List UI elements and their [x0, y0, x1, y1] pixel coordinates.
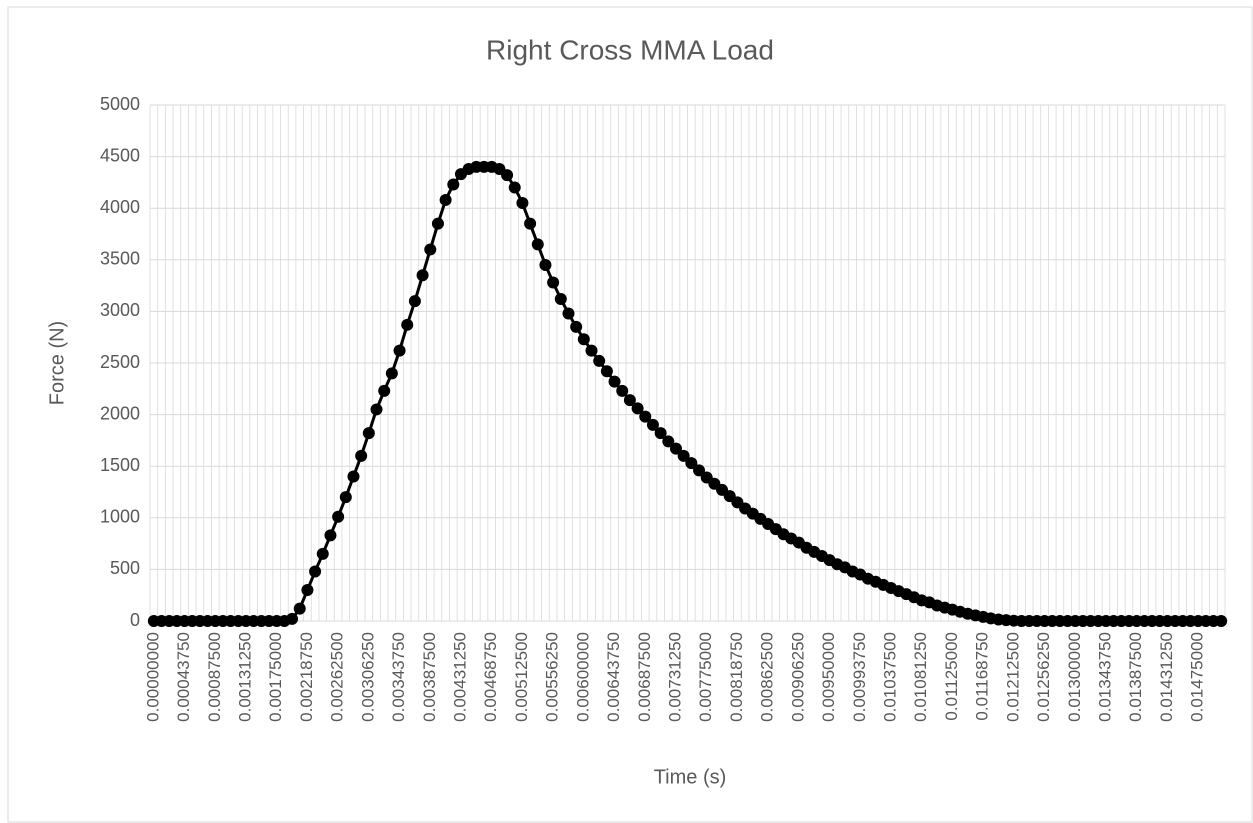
data-point — [600, 365, 613, 378]
data-point — [631, 402, 644, 415]
data-point — [685, 457, 698, 470]
data-point — [623, 394, 636, 407]
data-point — [539, 258, 552, 271]
data-point — [408, 295, 421, 308]
data-point — [447, 178, 460, 191]
data-point — [347, 470, 360, 483]
y-tick-label: 1000 — [100, 507, 140, 527]
data-point — [293, 602, 306, 615]
x-tick-label: 0.00950000 — [819, 632, 838, 722]
x-tick-label: 0.01125000 — [942, 632, 961, 721]
data-point — [439, 193, 452, 206]
data-point — [577, 333, 590, 346]
data-point — [416, 269, 429, 282]
x-tick-label: 0.01037500 — [880, 632, 899, 722]
data-point — [393, 344, 406, 357]
data-point — [385, 367, 398, 380]
data-point — [669, 442, 682, 455]
data-point — [562, 307, 575, 320]
x-tick-label: 0.01300000 — [1065, 632, 1084, 722]
data-point — [593, 354, 606, 367]
data-point — [324, 529, 337, 542]
data-point — [662, 435, 675, 448]
data-point — [501, 169, 514, 182]
x-tick-label: 0.00218750 — [297, 632, 316, 722]
y-tick-label: 5000 — [100, 94, 140, 114]
x-tick-label: 0.00000000 — [143, 632, 162, 722]
x-tick-label: 0.01256250 — [1034, 632, 1053, 722]
x-tick-label: 0.01387500 — [1126, 632, 1145, 722]
y-axis-title: Force (N) — [46, 321, 68, 405]
x-tick-label: 0.00862500 — [758, 632, 777, 722]
x-tick-label: 0.00993750 — [850, 632, 869, 722]
data-point — [516, 197, 529, 210]
x-tick-label: 0.01212500 — [1003, 632, 1022, 722]
x-tick-label: 0.00387500 — [420, 632, 439, 722]
data-point — [316, 547, 329, 560]
x-tick-label: 0.00906250 — [788, 632, 807, 722]
data-point — [654, 427, 667, 440]
data-point — [362, 427, 375, 440]
data-point — [286, 612, 299, 625]
data-point — [309, 565, 322, 578]
x-tick-label: 0.00556250 — [543, 632, 562, 722]
x-tick-label: 0.00643750 — [604, 632, 623, 722]
x-tick-label: 0.00087500 — [205, 632, 224, 722]
x-tick-label: 0.00731250 — [665, 632, 684, 722]
y-tick-label: 4500 — [100, 145, 140, 165]
data-point — [616, 384, 629, 397]
data-point — [646, 418, 659, 431]
data-point — [370, 403, 383, 416]
data-point — [677, 449, 690, 462]
x-tick-label: 0.00687500 — [635, 632, 654, 722]
x-tick-label: 0.00343750 — [389, 632, 408, 722]
chart-title: Right Cross MMA Load — [486, 34, 774, 65]
x-tick-label: 0.01475000 — [1188, 632, 1207, 722]
x-tick-label: 0.01168750 — [973, 632, 992, 721]
x-tick-label: 0.01081250 — [911, 632, 930, 722]
data-point — [301, 584, 314, 597]
data-point — [508, 181, 521, 194]
x-axis-title: Time (s) — [654, 766, 727, 788]
data-point — [547, 276, 560, 289]
data-point — [339, 491, 352, 504]
x-tick-label: 0.00043750 — [174, 632, 193, 722]
x-tick-label: 0.00262500 — [328, 632, 347, 722]
x-tick-label: 0.01431250 — [1157, 632, 1176, 722]
y-tick-label: 2000 — [100, 403, 140, 423]
data-point — [585, 344, 598, 357]
data-point — [554, 293, 567, 306]
y-tick-label: 2500 — [100, 352, 140, 372]
y-tick-label: 0 — [130, 610, 140, 630]
y-tick-label: 4000 — [100, 197, 140, 217]
x-tick-label: 0.00818750 — [727, 632, 746, 722]
y-tick-label: 1500 — [100, 455, 140, 475]
x-tick-label: 0.01343750 — [1095, 632, 1114, 722]
y-tick-label: 3500 — [100, 249, 140, 269]
data-point — [401, 318, 414, 331]
x-tick-label: 0.00306250 — [358, 632, 377, 722]
x-tick-label: 0.00431250 — [450, 632, 469, 722]
data-point — [639, 410, 652, 423]
data-point — [332, 510, 345, 523]
data-point — [524, 217, 537, 230]
x-tick-label: 0.00468750 — [481, 632, 500, 722]
y-tick-label: 500 — [110, 558, 140, 578]
x-tick-label: 0.00775000 — [696, 632, 715, 722]
data-point — [693, 464, 706, 477]
data-point — [531, 238, 544, 251]
data-point — [431, 217, 444, 230]
data-point — [1215, 615, 1228, 627]
data-point — [355, 449, 368, 462]
x-tick-label: 0.00600000 — [573, 632, 592, 722]
x-tick-label: 0.00131250 — [235, 632, 254, 722]
y-tick-label: 3000 — [100, 300, 140, 320]
x-tick-label: 0.00175000 — [266, 632, 285, 722]
x-tick-label: 0.00512500 — [512, 632, 531, 722]
data-point — [570, 320, 583, 333]
data-point — [608, 375, 621, 388]
data-point — [424, 243, 437, 256]
data-point — [378, 384, 391, 397]
